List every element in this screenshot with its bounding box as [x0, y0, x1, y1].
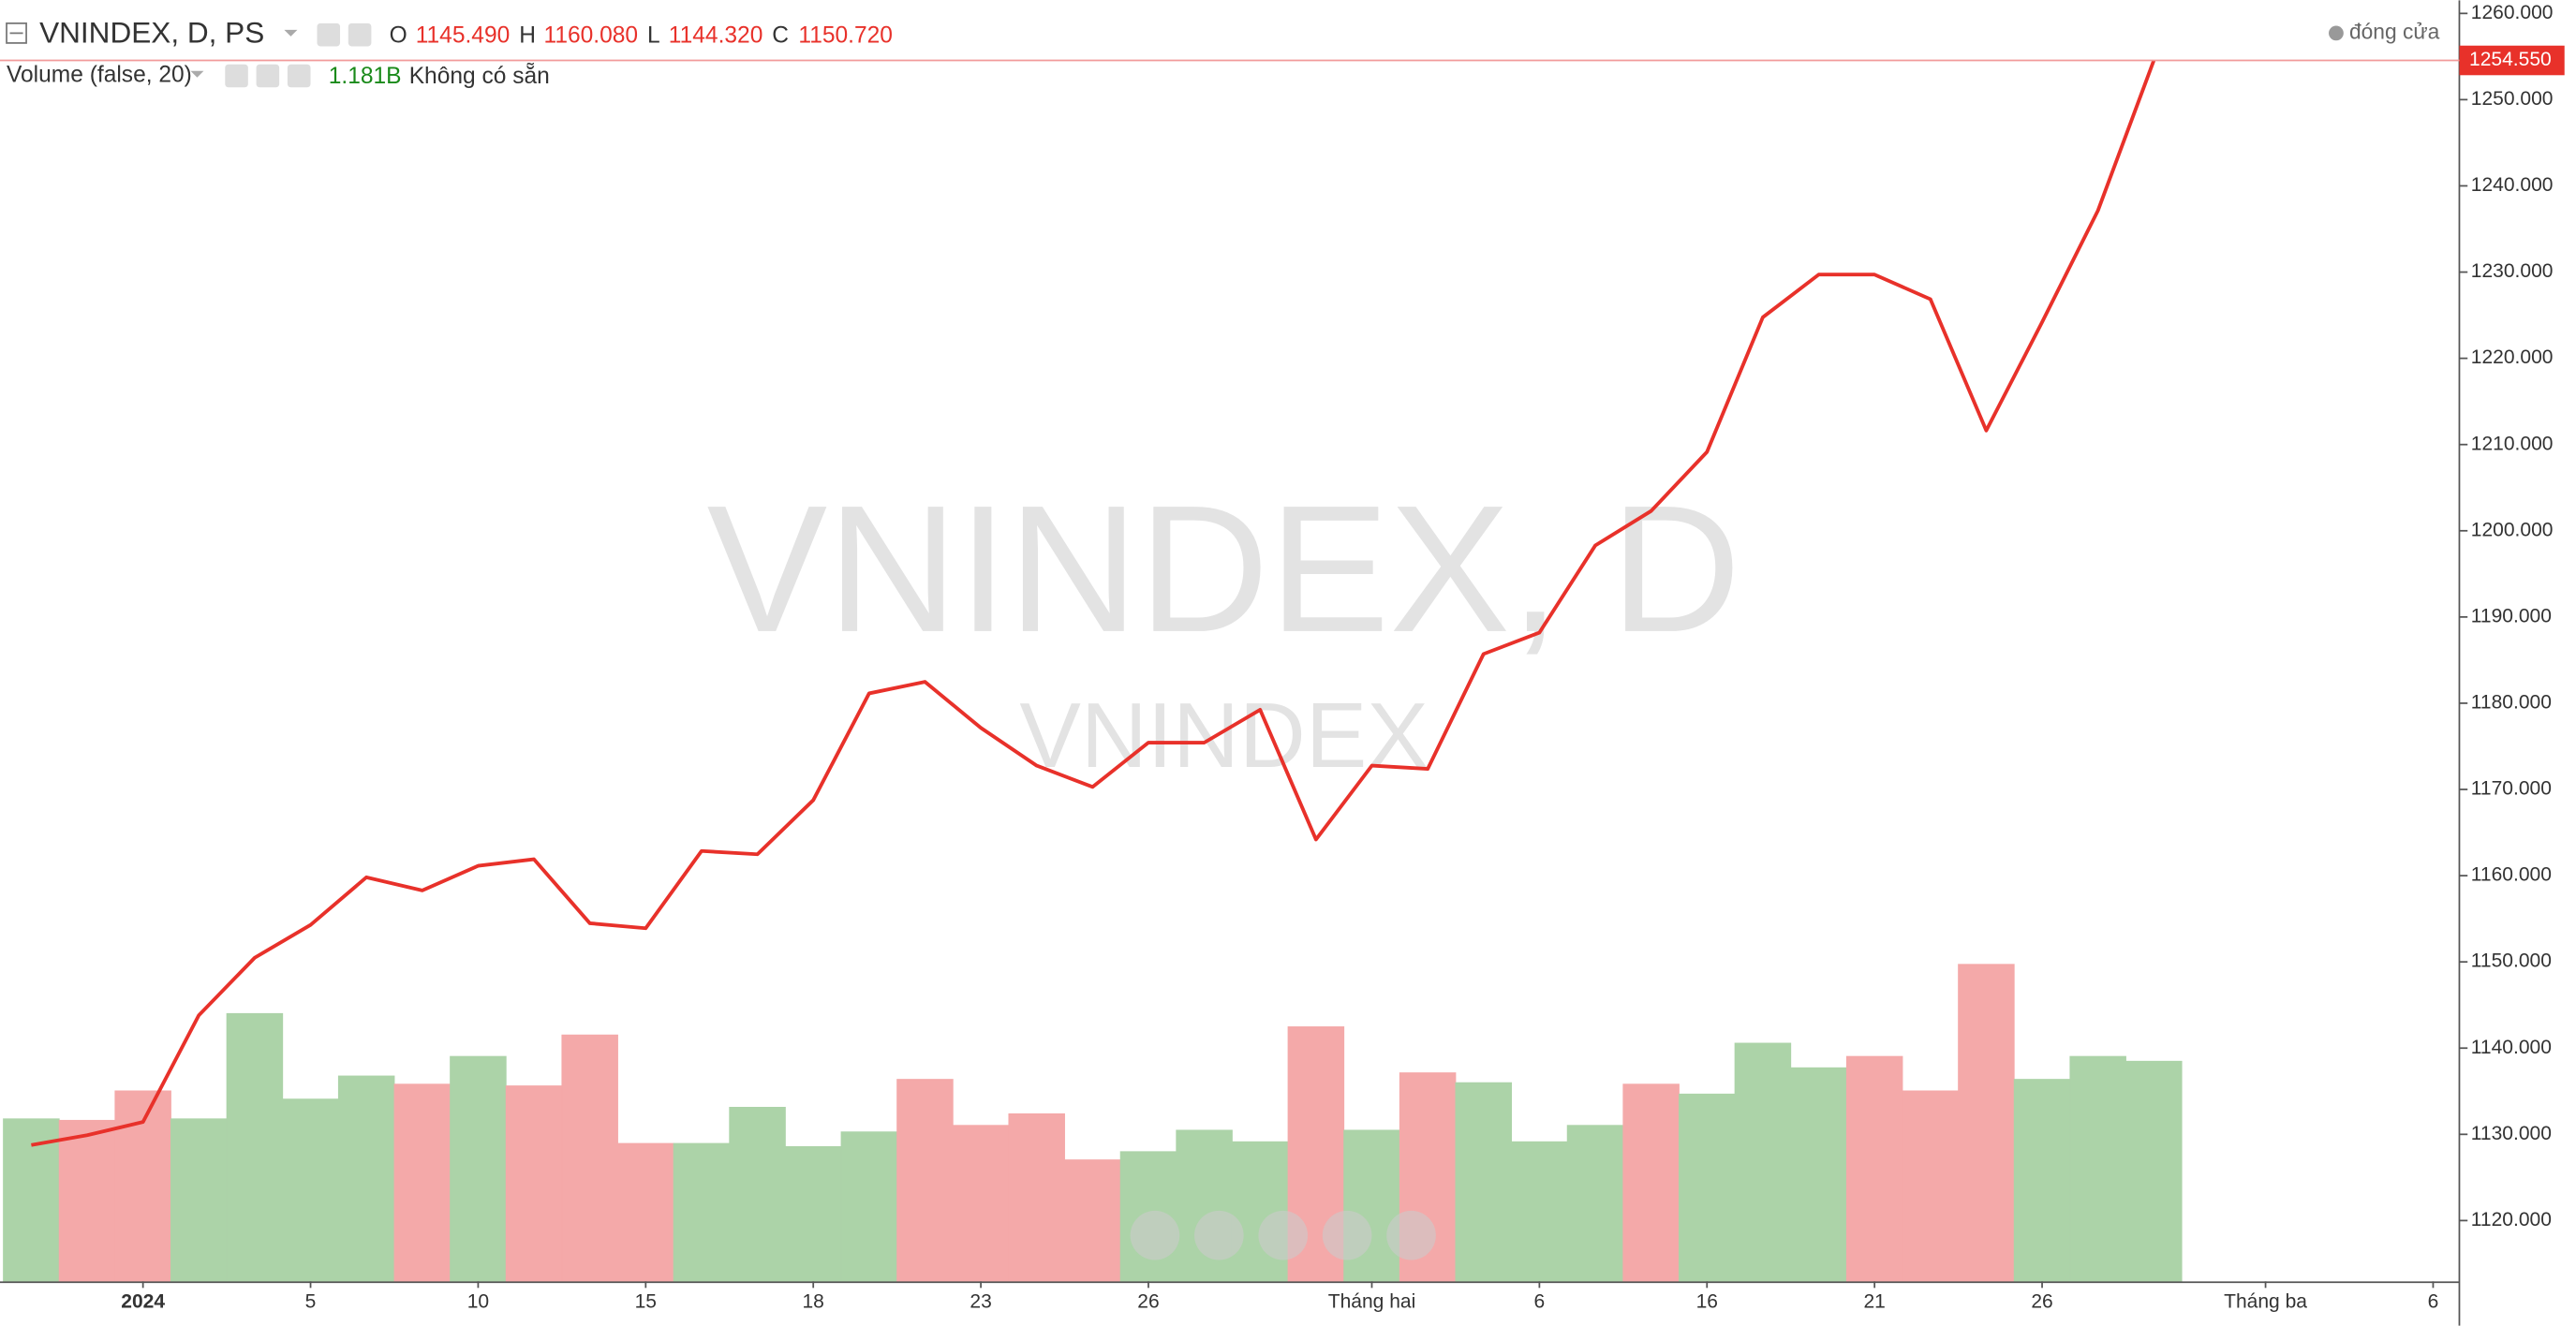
- y-tick-label: 1210.000: [2471, 433, 2554, 454]
- legend-swatch: [2329, 25, 2344, 41]
- volume-bar: [729, 1107, 786, 1282]
- header: VNINDEX, D, PS O 1145.490 H 1160.080 L 1…: [6, 16, 893, 89]
- volume-bar: [840, 1131, 898, 1282]
- watermark: VNINDEX, D VNINDEX: [707, 467, 1741, 787]
- volume-bar: [58, 1119, 116, 1282]
- ohlc-value: 1144.320: [669, 22, 763, 48]
- x-tick-label: 23: [970, 1291, 991, 1313]
- volume-bar: [1790, 1067, 1847, 1282]
- volume-bar: [337, 1075, 395, 1282]
- settings-button[interactable]: [256, 64, 280, 88]
- scroll-right-button[interactable]: [1386, 1210, 1436, 1260]
- volume-bar: [1511, 1141, 1568, 1282]
- zoom-out-button[interactable]: [1194, 1210, 1244, 1260]
- volume-bar: [1845, 1055, 1903, 1282]
- x-tick-label: Tháng hai: [1328, 1291, 1416, 1313]
- y-tick-label: 1160.000: [2471, 864, 2552, 886]
- y-tick-label: 1220.000: [2471, 346, 2554, 368]
- volume-bar: [673, 1142, 731, 1282]
- remove-button[interactable]: [287, 64, 311, 88]
- x-tick-label: 2024: [121, 1291, 165, 1313]
- watermark-text: VNINDEX, D: [707, 467, 1741, 670]
- dropdown-icon[interactable]: [284, 29, 298, 37]
- volume-bar: [1734, 1042, 1792, 1282]
- volume-bar: [3, 1118, 60, 1282]
- volume-bar: [170, 1118, 228, 1282]
- y-tick-label: 1120.000: [2471, 1209, 2552, 1230]
- y-tick-label: 1190.000: [2471, 605, 2552, 626]
- eye-button[interactable]: [225, 64, 248, 88]
- volume-bar: [1622, 1083, 1680, 1282]
- y-tick-label: 1150.000: [2471, 950, 2552, 972]
- ohlc-key: C: [772, 22, 789, 48]
- x-tick-label: 6: [2428, 1291, 2439, 1313]
- navigation: [1130, 1210, 1436, 1260]
- watermark-sub: VNINDEX: [1019, 684, 1429, 787]
- scroll-left-button[interactable]: [1130, 1210, 1180, 1260]
- volume-bar: [2069, 1055, 2126, 1282]
- volume-bar: [561, 1034, 618, 1282]
- y-tick-label: 1130.000: [2471, 1123, 2552, 1144]
- volume-bar: [2013, 1079, 2071, 1282]
- x-tick-label: 16: [1696, 1291, 1718, 1313]
- volume-bar: [2125, 1060, 2183, 1282]
- eye-button[interactable]: [317, 22, 341, 47]
- last-value-label: 1254.550: [2469, 49, 2552, 70]
- volume-bar: [505, 1085, 563, 1282]
- volume-bar: [1958, 964, 2015, 1282]
- x-tick-label: 6: [1534, 1291, 1546, 1313]
- y-tick-label: 1260.000: [2471, 2, 2554, 23]
- volume-bar: [1008, 1112, 1065, 1282]
- symbol-title: VNINDEX, D, PS: [39, 16, 264, 50]
- volume-bar: [282, 1098, 339, 1282]
- volume-bar: [1455, 1082, 1513, 1282]
- volume-status: Không có sẵn: [409, 63, 550, 89]
- ohlc-value: 1145.490: [416, 22, 511, 48]
- x-tick-label: 26: [1137, 1291, 1159, 1313]
- zoom-in-button[interactable]: [1322, 1210, 1372, 1260]
- volume-bar: [617, 1142, 674, 1282]
- last-value-box: [2459, 45, 2565, 76]
- x-tick-label: 15: [635, 1291, 657, 1313]
- volume-bar: [896, 1079, 954, 1282]
- legend-label: đóng cửa: [2349, 19, 2440, 43]
- ohlc-key: H: [519, 22, 536, 48]
- ohlc-key: O: [390, 22, 407, 48]
- ohlc-value: 1150.720: [798, 22, 893, 48]
- ohlc-value: 1160.080: [544, 22, 639, 48]
- volume-bar: [226, 1012, 284, 1282]
- reset-button[interactable]: [1258, 1210, 1309, 1260]
- ohlc-key: L: [647, 22, 660, 48]
- y-tick-label: 1240.000: [2471, 174, 2554, 196]
- volume-pane: [3, 964, 2183, 1282]
- volume-name: Volume (false, 20): [7, 62, 192, 87]
- volume-bar: [1566, 1125, 1624, 1282]
- settings-button[interactable]: [348, 22, 372, 47]
- volume-bar: [450, 1055, 507, 1282]
- y-tick-label: 1170.000: [2471, 778, 2552, 800]
- volume-readout: 1.181B: [329, 64, 402, 89]
- collapse-button[interactable]: [6, 22, 27, 44]
- volume-bar: [1064, 1159, 1121, 1282]
- y-tick-label: 1230.000: [2471, 260, 2554, 282]
- y-tick-label: 1140.000: [2471, 1037, 2552, 1058]
- volume-bar: [784, 1145, 842, 1282]
- x-tick-label: Tháng ba: [2224, 1291, 2307, 1313]
- dropdown-icon[interactable]: [190, 70, 204, 78]
- x-tick-label: 18: [802, 1291, 823, 1313]
- y-tick-label: 1250.000: [2471, 88, 2554, 110]
- x-tick-label: 21: [1863, 1291, 1885, 1313]
- volume-bar: [952, 1125, 1010, 1282]
- price-line: [31, 59, 2156, 1147]
- x-tick-label: 10: [467, 1291, 489, 1313]
- volume-bar: [1902, 1090, 1960, 1282]
- x-tick-label: 5: [305, 1291, 317, 1313]
- y-tick-label: 1200.000: [2471, 519, 2554, 540]
- volume-bar: [1679, 1093, 1736, 1282]
- volume-bar: [393, 1083, 452, 1282]
- price-pane: [31, 59, 2156, 1147]
- x-tick-label: 26: [2031, 1291, 2052, 1313]
- y-tick-label: 1180.000: [2471, 692, 2552, 714]
